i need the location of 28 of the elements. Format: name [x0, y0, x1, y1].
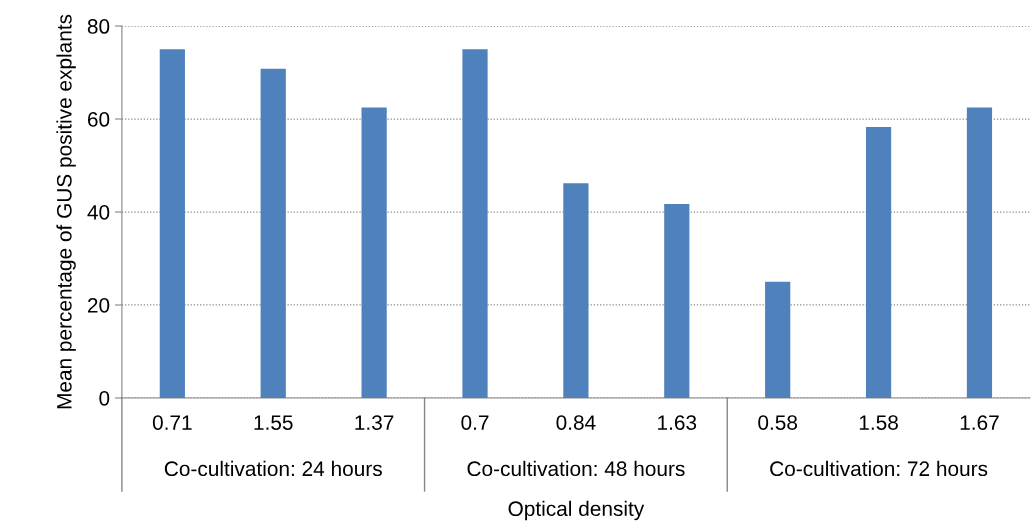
- bar: [462, 49, 488, 398]
- x-tick-label: 0.7: [461, 415, 489, 430]
- x-tick-label: 1.58: [859, 415, 898, 430]
- x-tick-label: 1.37: [355, 415, 394, 430]
- x-tick-label: 0.58: [758, 415, 798, 430]
- bar: [159, 49, 185, 398]
- bar: [260, 68, 286, 398]
- x-tick-label: 1.67: [960, 415, 999, 430]
- x-tick-label: 0.71: [152, 415, 192, 430]
- y-tick-label: 20: [87, 297, 110, 313]
- bar: [966, 107, 993, 398]
- bar: [361, 107, 387, 398]
- x-axis-title: Optical density: [508, 500, 645, 521]
- bar: [664, 204, 690, 398]
- text: Co-cultivation: 48 hours: [467, 460, 685, 477]
- y-tick-label: 0: [99, 390, 110, 406]
- y-axis-title: Mean percentage of GUS positive explants: [56, 14, 76, 409]
- text: Co-cultivation: 72 hours: [770, 460, 988, 477]
- y-tick-label: 40: [87, 205, 110, 220]
- bar: [865, 126, 892, 398]
- text: Co-cultivation: 24 hours: [164, 460, 382, 477]
- bar: [765, 281, 791, 398]
- bar: [563, 183, 589, 398]
- x-tick-label: 1.55: [254, 415, 293, 430]
- x-tick-label: 1.63: [658, 415, 697, 430]
- y-tick-label: 60: [87, 112, 110, 127]
- y-tick-label: 80: [87, 19, 110, 34]
- x-tick-label: 0.84: [556, 415, 596, 430]
